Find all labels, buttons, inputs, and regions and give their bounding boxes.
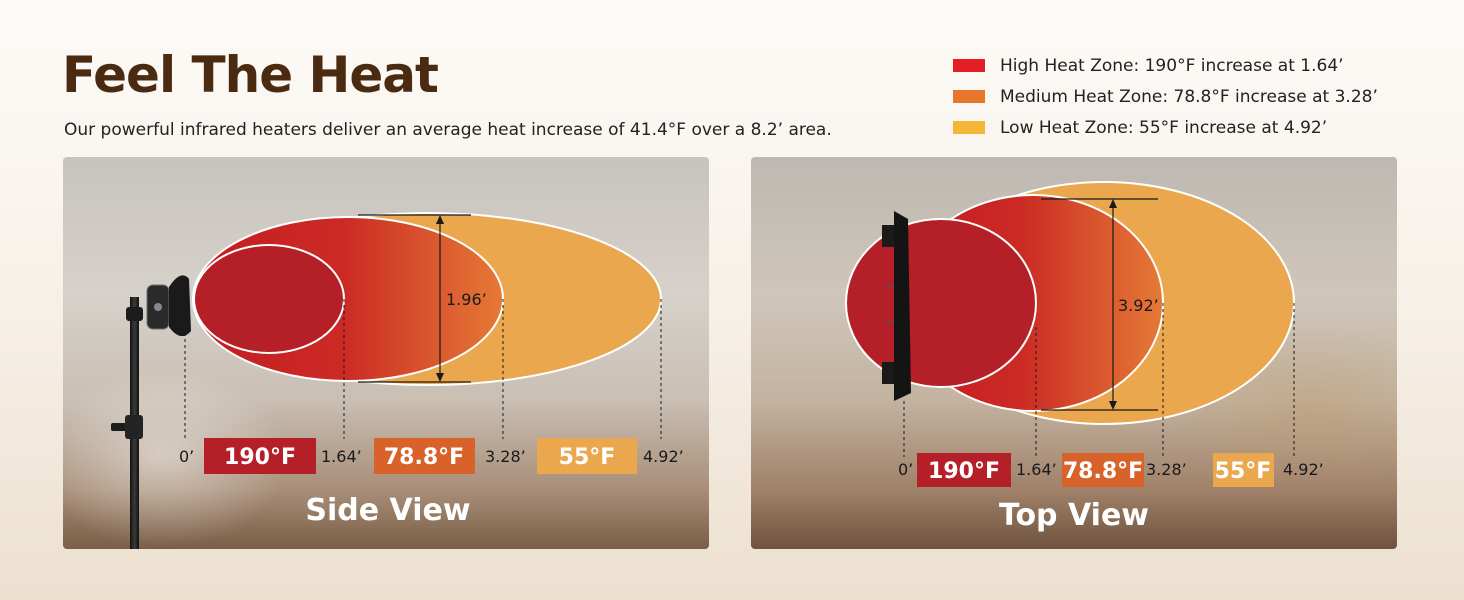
stand-heater-icon xyxy=(111,275,191,549)
top-badge-low xyxy=(1213,453,1274,487)
legend-label-medium: Medium Heat Zone: 78.8°F increase at 3.2… xyxy=(1000,86,1378,107)
side-badge-medium xyxy=(374,438,475,474)
side-badge-high-text: 190°F xyxy=(224,445,296,470)
top-width-label: 3.92’ xyxy=(1118,296,1159,315)
top-width-dimension xyxy=(1041,198,1158,411)
top-badge-medium-text: 78.8°F xyxy=(1063,459,1143,484)
top-badge-medium xyxy=(1062,453,1144,487)
legend-label-low: Low Heat Zone: 55°F increase at 4.92’ xyxy=(1000,117,1328,138)
side-height-dimension xyxy=(358,214,471,383)
legend-swatch-medium xyxy=(953,90,985,103)
top-tick-1: 1.64’ xyxy=(1016,460,1057,479)
side-badge-low xyxy=(537,438,637,474)
svg-text:>: > xyxy=(885,317,893,328)
top-view-diagram: > > 3.92’ 0’ 1.64’ 3.28’ 4.92’ 190°F 78.… xyxy=(845,181,1324,533)
side-height-label: 1.96’ xyxy=(446,290,487,309)
side-tick-2: 3.28’ xyxy=(485,447,526,466)
svg-text:>: > xyxy=(885,281,893,292)
heat-zone-legend: High Heat Zone: 190°F increase at 1.64’ … xyxy=(953,50,1378,143)
page-subtitle: Our powerful infrared heaters deliver an… xyxy=(64,120,832,140)
top-tick-2: 3.28’ xyxy=(1146,460,1187,479)
side-tick-3: 4.92’ xyxy=(643,447,684,466)
wall-heater-icon: > > xyxy=(882,211,911,401)
side-view-panel: 1.96’ 0’ 1.64’ 3.28’ 4.92’ 190°F 78.8°F … xyxy=(63,157,709,549)
top-tick-0: 0’ xyxy=(898,460,913,479)
high-heat-zone-shape xyxy=(845,218,1037,388)
top-badge-low-text: 55°F xyxy=(1215,459,1272,484)
side-view-title: Side View xyxy=(305,493,470,528)
top-badge-high xyxy=(917,453,1011,487)
legend-item-high: High Heat Zone: 190°F increase at 1.64’ xyxy=(953,50,1378,81)
legend-item-low: Low Heat Zone: 55°F increase at 4.92’ xyxy=(953,112,1378,143)
side-tick-0: 0’ xyxy=(179,447,194,466)
side-badge-high xyxy=(204,438,316,474)
top-view-panel: > > 3.92’ 0’ 1.64’ 3.28’ 4.92’ 190°F 78.… xyxy=(751,157,1397,549)
side-badge-low-text: 55°F xyxy=(559,445,616,470)
side-projection-lines xyxy=(184,299,662,439)
legend-swatch-low xyxy=(953,121,985,134)
top-tick-3: 4.92’ xyxy=(1283,460,1324,479)
legend-item-medium: Medium Heat Zone: 78.8°F increase at 3.2… xyxy=(953,81,1378,112)
side-badge-medium-text: 78.8°F xyxy=(384,445,464,470)
legend-swatch-high xyxy=(953,59,985,72)
top-view-title: Top View xyxy=(999,498,1149,533)
page-title: Feel The Heat xyxy=(62,46,439,104)
top-projection-lines xyxy=(903,303,1295,457)
side-view-diagram: 1.96’ 0’ 1.64’ 3.28’ 4.92’ 190°F 78.8°F … xyxy=(111,212,684,549)
legend-label-high: High Heat Zone: 190°F increase at 1.64’ xyxy=(1000,55,1344,76)
side-tick-1: 1.64’ xyxy=(321,447,362,466)
high-heat-zone-shape xyxy=(193,244,345,354)
top-badge-high-text: 190°F xyxy=(928,459,1000,484)
